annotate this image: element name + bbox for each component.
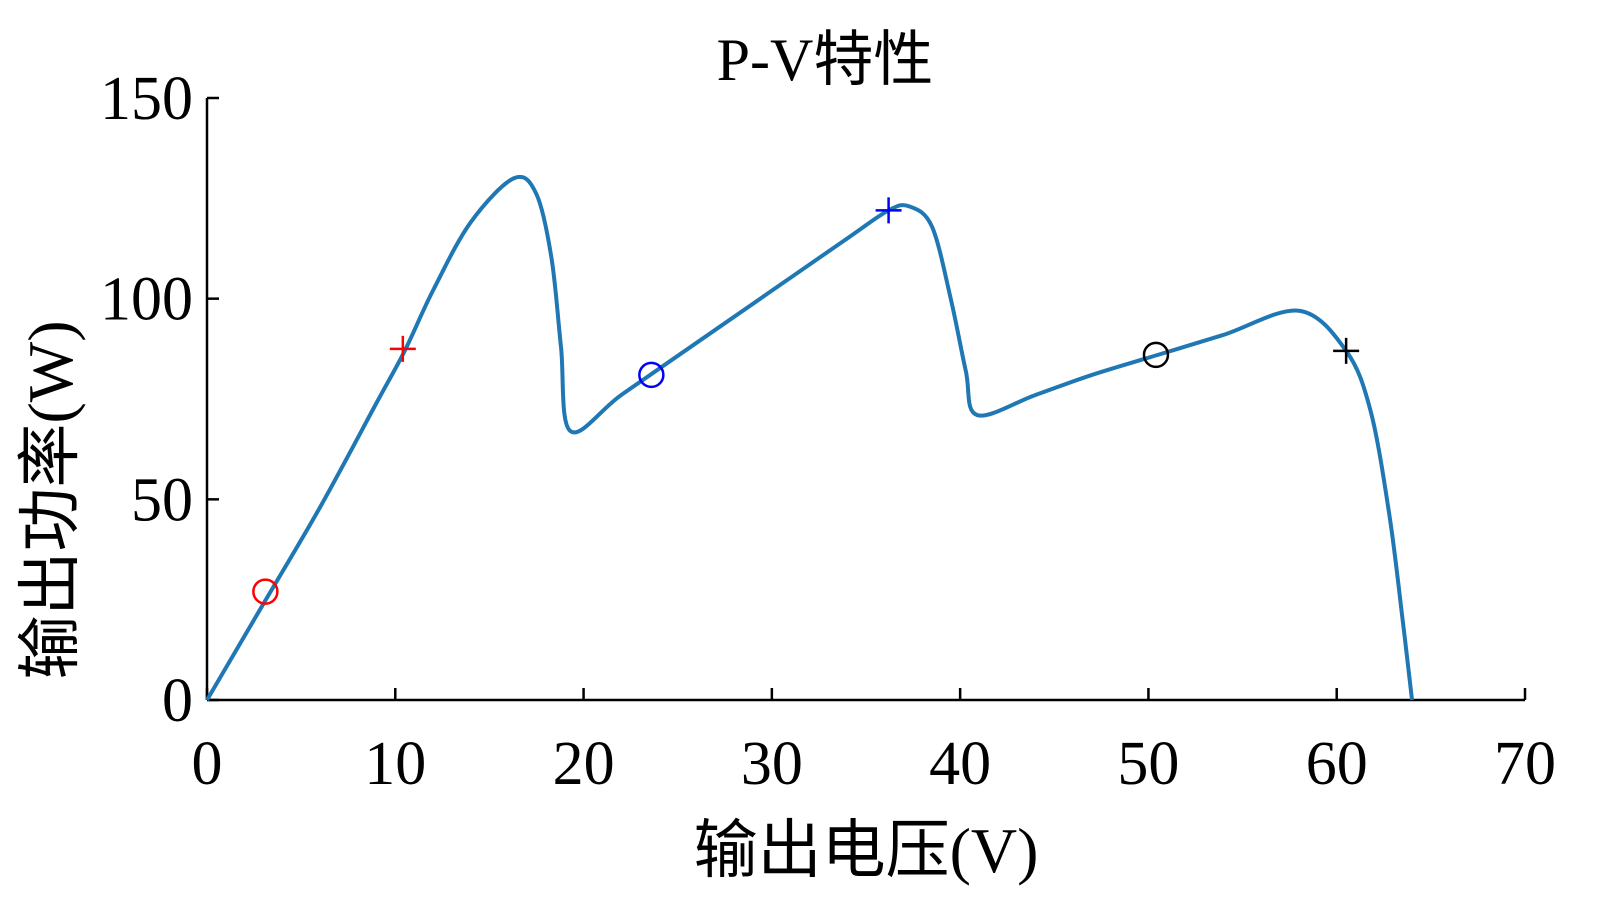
x-tick-label: 30	[741, 730, 803, 798]
circle-marker	[638, 361, 665, 389]
circle-marker	[252, 578, 279, 605]
x-tick-label: 70	[1494, 730, 1556, 798]
y-tick-label: 150	[100, 65, 193, 133]
pv-curve	[205, 174, 1415, 702]
x-tick-label: 10	[364, 730, 426, 798]
x-tick-label: 60	[1306, 730, 1368, 798]
x-tick-label: 50	[1117, 730, 1179, 798]
x-tick-label: 40	[929, 730, 991, 798]
series-layer	[205, 174, 1415, 702]
chart-title: P-V特性	[717, 27, 934, 93]
y-tick-label: 0	[162, 667, 193, 735]
plus-marker	[1333, 337, 1360, 364]
x-axis-label: 输出电压(V)	[694, 815, 1039, 886]
x-tick-label: 0	[192, 730, 223, 798]
markers-layer	[252, 197, 1360, 605]
plus-marker	[875, 197, 902, 224]
y-tick-label: 100	[100, 266, 193, 334]
x-tick-label: 20	[553, 730, 615, 798]
plus-marker	[389, 335, 416, 362]
y-tick-label: 50	[131, 466, 193, 534]
circle-marker	[1142, 341, 1170, 369]
axis-ticks: 0 10 20 30 40 50 60 70 0 50 100 150	[100, 65, 1556, 798]
y-axis-label: 输出功率(W)	[15, 320, 86, 679]
